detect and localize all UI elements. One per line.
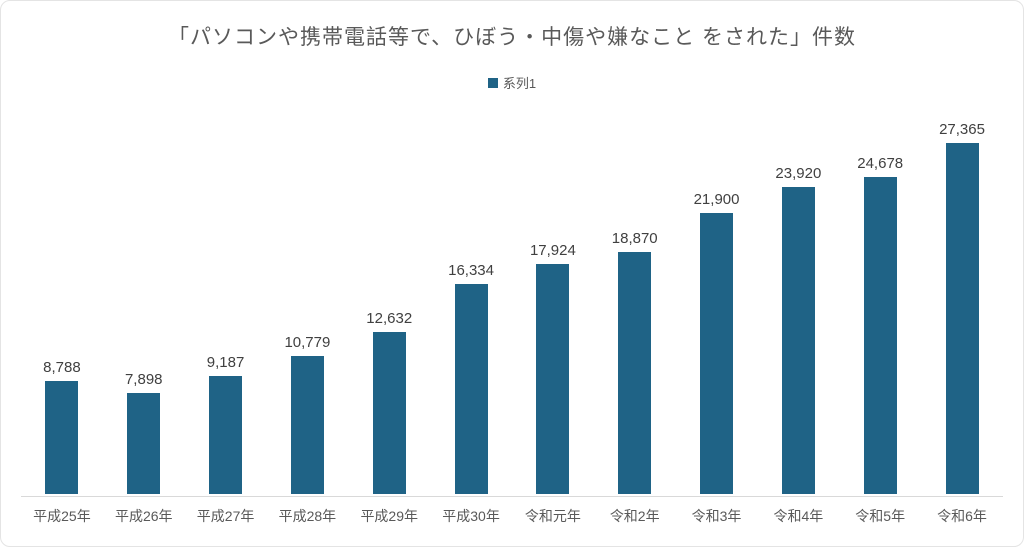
bar-group: 24,678 xyxy=(839,155,921,494)
x-axis-label: 令和3年 xyxy=(691,508,742,524)
bar xyxy=(618,252,652,494)
bar-group: 12,632 xyxy=(348,310,430,494)
bar-value-label: 18,870 xyxy=(611,230,658,247)
bar-value-label: 12,632 xyxy=(366,310,413,327)
x-axis-labels: 平成25年 平成26年 平成27年 平成28年 平成29年 平成30年 令和元年 令和2年 令和… xyxy=(21,506,1003,526)
x-axis-label: 平成26年 xyxy=(114,508,173,524)
bar-value-label: 7,898 xyxy=(124,371,163,388)
bar xyxy=(945,143,979,494)
bar-group: 27,365 xyxy=(921,121,1003,494)
bar-value-label: 17,924 xyxy=(529,242,576,259)
bar xyxy=(372,332,406,494)
legend-series-label: 系列1 xyxy=(502,76,537,91)
bar xyxy=(863,177,897,494)
bar-value-label: 21,900 xyxy=(693,191,740,208)
bar-group: 8,788 xyxy=(21,359,103,494)
x-axis-label: 令和元年 xyxy=(524,508,581,524)
x-axis-label: 平成28年 xyxy=(278,508,337,524)
bar-group: 17,924 xyxy=(512,242,594,494)
bar-group: 23,920 xyxy=(757,165,839,494)
bar-group: 21,900 xyxy=(676,191,758,494)
bar xyxy=(209,376,243,494)
x-axis-line xyxy=(21,496,1003,497)
chart-title: 「パソコンや携帯電話等で、ひぼう・中傷や嫌なこと をされた」件数 xyxy=(168,26,856,49)
bars-row: 8,788 7,898 9,187 10,779 12,632 16,334 17,924 1… xyxy=(21,111,1003,494)
bar xyxy=(454,284,488,494)
bar-group: 16,334 xyxy=(430,262,512,494)
bar-value-label: 10,779 xyxy=(284,334,331,351)
bar xyxy=(127,393,161,494)
bar-value-label: 27,365 xyxy=(939,121,985,138)
x-axis-label: 令和4年 xyxy=(773,508,824,524)
bar-value-label: 9,187 xyxy=(206,354,245,371)
bar-value-label: 24,678 xyxy=(857,155,904,172)
x-axis-label: 令和2年 xyxy=(609,508,660,524)
legend: 系列1 xyxy=(1,73,1023,92)
x-axis-label: 平成25年 xyxy=(33,508,91,524)
bar xyxy=(290,356,324,494)
bar-value-label: 8,788 xyxy=(43,359,81,376)
x-axis-label: 令和6年 xyxy=(937,508,987,524)
bar-group: 10,779 xyxy=(266,334,348,494)
legend-series-marker-icon xyxy=(487,77,498,88)
bar-group: 9,187 xyxy=(185,354,267,494)
bar xyxy=(45,381,79,494)
x-axis-label: 令和5年 xyxy=(855,508,906,524)
plot-area: 8,788 7,898 9,187 10,779 12,632 16,334 17,924 1… xyxy=(21,111,1003,494)
x-axis-label: 平成27年 xyxy=(196,508,255,524)
bar xyxy=(781,187,815,494)
bar-group: 7,898 xyxy=(103,371,185,494)
bar-group: 18,870 xyxy=(594,230,676,494)
x-axis-label: 平成30年 xyxy=(442,508,500,524)
bar-value-label: 23,920 xyxy=(775,165,822,182)
bar xyxy=(536,264,570,494)
x-axis-label: 平成29年 xyxy=(360,508,419,524)
bar xyxy=(700,213,734,494)
bar-value-label: 16,334 xyxy=(448,262,494,279)
